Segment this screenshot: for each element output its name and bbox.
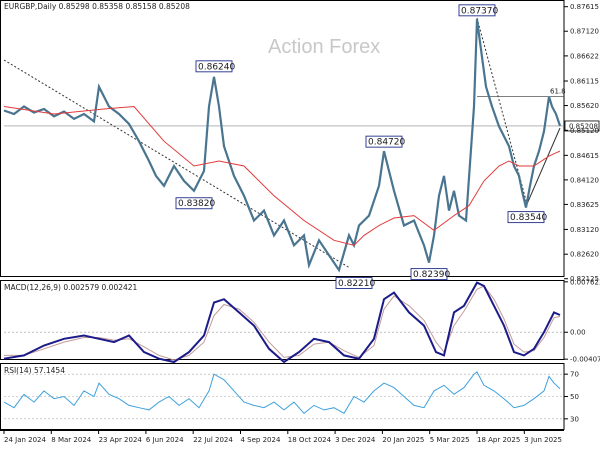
x-tick-label: 4 Sep 2024 <box>241 436 281 444</box>
y-tick-label: 0.87120 <box>570 28 599 36</box>
x-tick-label: 3 Jun 2025 <box>524 436 562 444</box>
x-tick-label: 8 Mar 2024 <box>51 436 91 444</box>
x-tick-label: 18 Apr 2025 <box>477 436 520 444</box>
macd-header: MACD(12,26,9) 0.002579 0.002421 <box>4 283 138 292</box>
current-price-box <box>564 120 600 132</box>
y-tick-label: 0.83625 <box>570 201 599 209</box>
y-tick-label: 0.84120 <box>570 176 599 184</box>
rsi-series <box>3 371 561 414</box>
y-tick-label: 0.82620 <box>570 251 599 259</box>
price-annotation-box <box>195 60 233 73</box>
rsi-panel <box>3 371 564 420</box>
price-annotation: 0.84720 <box>368 138 405 148</box>
x-tick-label: 22 Jul 2024 <box>193 436 233 444</box>
y-tick-label: -0.004073 <box>570 356 600 364</box>
price-annotation-box <box>175 197 213 210</box>
uptrend-line-2025 <box>526 127 561 205</box>
downtrend-line-upper <box>3 59 351 269</box>
x-tick-label: 3 Dec 2024 <box>335 436 376 444</box>
y-tick-label: 0.84615 <box>570 152 599 160</box>
x-tick-label: 24 Jan 2024 <box>4 436 47 444</box>
x-tick-label: 23 Apr 2024 <box>99 436 143 444</box>
current-price-label: 0.85208 <box>569 122 598 130</box>
panel-frames <box>0 0 565 431</box>
price-annotation: 0.82390 <box>413 270 450 280</box>
panel-frame-macd <box>0 280 565 360</box>
moving-average-series <box>3 105 561 246</box>
y-tick-label: 0.85620 <box>570 102 599 110</box>
price-annotation: 0.82210 <box>338 279 375 289</box>
price-annotation: 0.87370 <box>461 6 498 16</box>
price-annotation: 0.86240 <box>198 62 235 72</box>
y-tick-label: 0.00 <box>570 329 586 337</box>
price-header: EURGBP,Daily 0.85298 0.85358 0.85158 0.8… <box>4 2 190 11</box>
price-annotation: 0.83540 <box>510 213 547 223</box>
x-tick-label: 20 Jan 2025 <box>382 436 424 444</box>
price-annotation-box <box>365 135 403 148</box>
x-tick-label: 5 Mar 2025 <box>430 436 470 444</box>
macd-signal-series <box>4 285 561 361</box>
x-tick-label: 18 Oct 2024 <box>288 436 332 444</box>
axis-labels: 0.87615 0.87120 0.86622 0.86115 0.85620 0.851… <box>3 3 600 444</box>
y-tick-label: 0.85120 <box>570 127 599 135</box>
y-tick-label: 30 <box>570 415 579 423</box>
y-tick-label: 0.86115 <box>570 78 599 86</box>
x-tick-label: 6 Jun 2024 <box>146 436 184 444</box>
y-tick-label: 0.83120 <box>570 226 599 234</box>
price-series <box>3 19 562 273</box>
y-tick-label: 0.007623 <box>570 278 600 286</box>
price-annotation-box <box>507 211 545 224</box>
price-annotation-box <box>335 277 373 289</box>
price-annotation-box <box>458 4 496 17</box>
macd-panel <box>3 281 564 364</box>
y-tick-label: 0.82125 <box>570 275 599 283</box>
panel-frame-price <box>0 0 565 277</box>
y-tick-label: 50 <box>570 393 579 401</box>
price-annotation-box <box>410 268 448 281</box>
watermark: Action Forex <box>268 36 380 58</box>
y-tick-label: 0.86622 <box>570 52 599 60</box>
price-annotation: 0.83820 <box>178 199 215 209</box>
rsi-header: RSI(14) 57.1454 <box>4 366 65 375</box>
fib-label: 61.8 <box>550 88 566 96</box>
macd-series <box>3 281 561 364</box>
y-tick-label: 0.87615 <box>570 3 599 11</box>
price-panel: 61.8 0.85208 0.87370 0.86240 0.84720 0.83820 0… <box>3 4 600 289</box>
y-tick-label: 70 <box>570 371 579 379</box>
